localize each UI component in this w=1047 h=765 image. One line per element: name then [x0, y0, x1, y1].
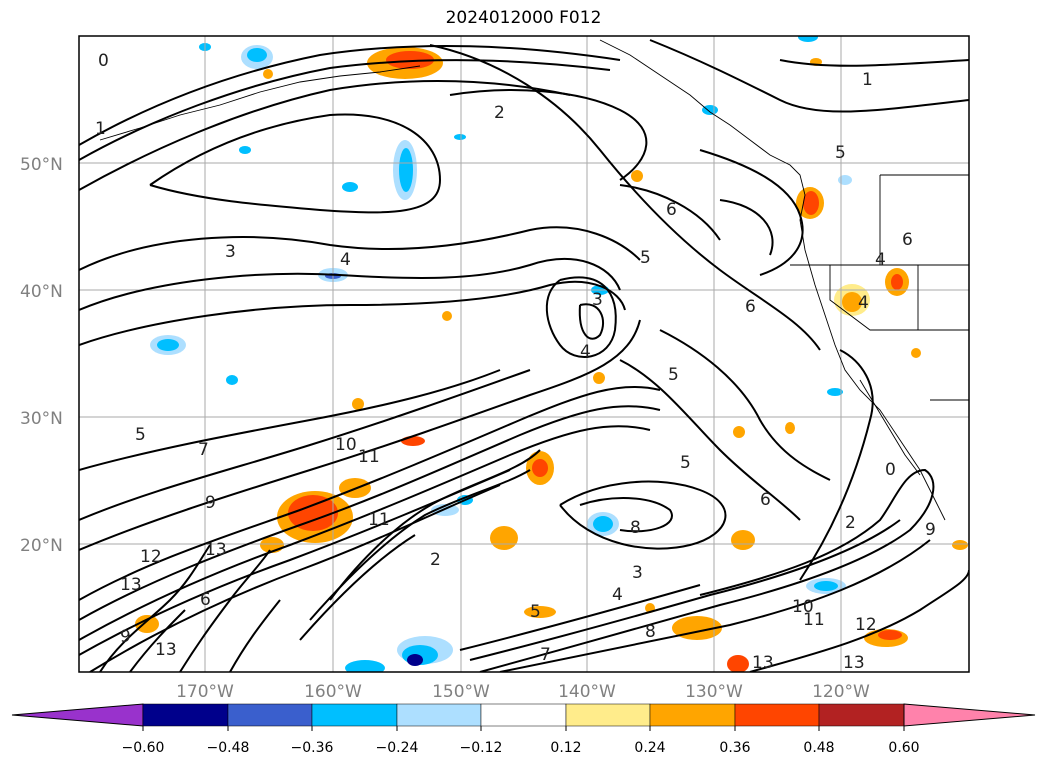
colorbar-extend-min: [11, 703, 144, 727]
lat-label: 30°N: [20, 409, 63, 429]
contour-label: 7: [540, 645, 551, 665]
colorbar-tick: −0.60: [122, 740, 165, 756]
colorbar-segment: [396, 703, 482, 727]
contour-label: 3: [225, 242, 236, 262]
contour-lines: [79, 39, 969, 672]
contour-label: 11: [803, 610, 825, 630]
contour-label: 4: [340, 250, 351, 270]
colorbar-segment: [227, 703, 313, 727]
contour-label: 4: [580, 342, 591, 362]
colorbar-segment: [649, 703, 736, 727]
contour-label: 9: [925, 520, 936, 540]
contour-label: 11: [368, 510, 390, 530]
colorbar-tick: 0.48: [803, 740, 834, 756]
colorbar-extend-max: [903, 703, 1036, 727]
contour-label: 7: [198, 440, 209, 460]
contour-label: 5: [835, 143, 846, 163]
colorbar-tick-marks: [142, 726, 905, 731]
colorbar-segment: [818, 703, 905, 727]
contour-label: 13: [120, 575, 142, 595]
contour-label: 6: [902, 230, 913, 250]
contour-label: 4: [875, 250, 886, 270]
contour-label: 6: [745, 297, 756, 317]
contour-label: 10: [335, 435, 357, 455]
colorbar-segment: [142, 703, 229, 727]
contour-label: 5: [680, 453, 691, 473]
contour-label: 5: [530, 602, 541, 622]
lon-label: 150°W: [432, 682, 490, 702]
colorbar-tick: −0.36: [291, 740, 334, 756]
lon-label: 130°W: [685, 682, 743, 702]
colorbar-segment: [565, 703, 651, 727]
contour-label: 0: [98, 51, 109, 71]
contour-label: 1: [95, 119, 106, 139]
contour-label: 3: [632, 563, 643, 583]
contour-label: 12: [855, 615, 877, 635]
colorbar-tick: −0.12: [460, 740, 503, 756]
contour-label: 6: [200, 590, 211, 610]
colorbar-tick: 0.12: [550, 740, 581, 756]
lat-label: 50°N: [20, 155, 63, 175]
contour-label: 13: [752, 653, 774, 673]
contour-label: 13: [843, 653, 865, 673]
colorbar-segment: [480, 703, 567, 727]
contour-label: 1: [862, 70, 873, 90]
lat-label: 40°N: [20, 282, 63, 302]
contour-label: 4: [612, 585, 623, 605]
contour-label: 5: [135, 425, 146, 445]
contour-label: 2: [494, 103, 505, 123]
lon-label: 120°W: [812, 682, 870, 702]
colorbar-ticks: −0.60 −0.48 −0.36 −0.24 −0.12 0.12 0.24 …: [122, 740, 920, 756]
colorbar-tick: −0.24: [376, 740, 419, 756]
lon-label: 170°W: [176, 682, 234, 702]
contour-label: 5: [668, 365, 679, 385]
contour-labels: 0 1 1 2 3 4 4 4 4 5 5 5 6 6 6 7 9 10 11 …: [95, 51, 936, 673]
colorbar-tick: 0.36: [719, 740, 750, 756]
longitude-labels: 170°W 160°W 150°W 140°W 130°W 120°W: [176, 682, 870, 702]
contour-label: 10: [792, 597, 814, 617]
colorbar-tick: −0.48: [207, 740, 250, 756]
contour-label: 6: [760, 490, 771, 510]
colorbar: −0.60 −0.48 −0.36 −0.24 −0.12 0.12 0.24 …: [11, 703, 1036, 756]
contour-label: 8: [645, 622, 656, 642]
graticule: [79, 36, 969, 672]
contour-label: 2: [430, 550, 441, 570]
lon-label: 140°W: [558, 682, 616, 702]
colorbar-tick: 0.24: [634, 740, 665, 756]
map-plot-area: [79, 36, 969, 672]
contour-label: 2: [845, 513, 856, 533]
contour-label: 8: [630, 518, 641, 538]
colorbar-segment: [311, 703, 398, 727]
contour-label: 5: [640, 248, 651, 268]
contour-label: 13: [205, 540, 227, 560]
latitude-labels: 50°N 40°N 30°N 20°N: [20, 155, 63, 556]
map-title: 2024012000 F012: [445, 8, 602, 28]
shaded-anomaly-layer: [135, 36, 968, 672]
contour-label: 0: [885, 460, 896, 480]
contour-label: 6: [666, 200, 677, 220]
contour-label: 9: [120, 627, 131, 647]
contour-label: 3: [592, 290, 603, 310]
contour-label: 4: [858, 293, 869, 313]
contour-label: 13: [155, 640, 177, 660]
contour-label: 11: [358, 447, 380, 467]
colorbar-segment: [734, 703, 820, 727]
lon-label: 160°W: [304, 682, 362, 702]
contour-label: 12: [140, 547, 162, 567]
colorbar-tick: 0.60: [888, 740, 919, 756]
contour-label: 9: [205, 493, 216, 513]
map-frame: [78, 35, 970, 673]
lat-label: 20°N: [20, 536, 63, 556]
